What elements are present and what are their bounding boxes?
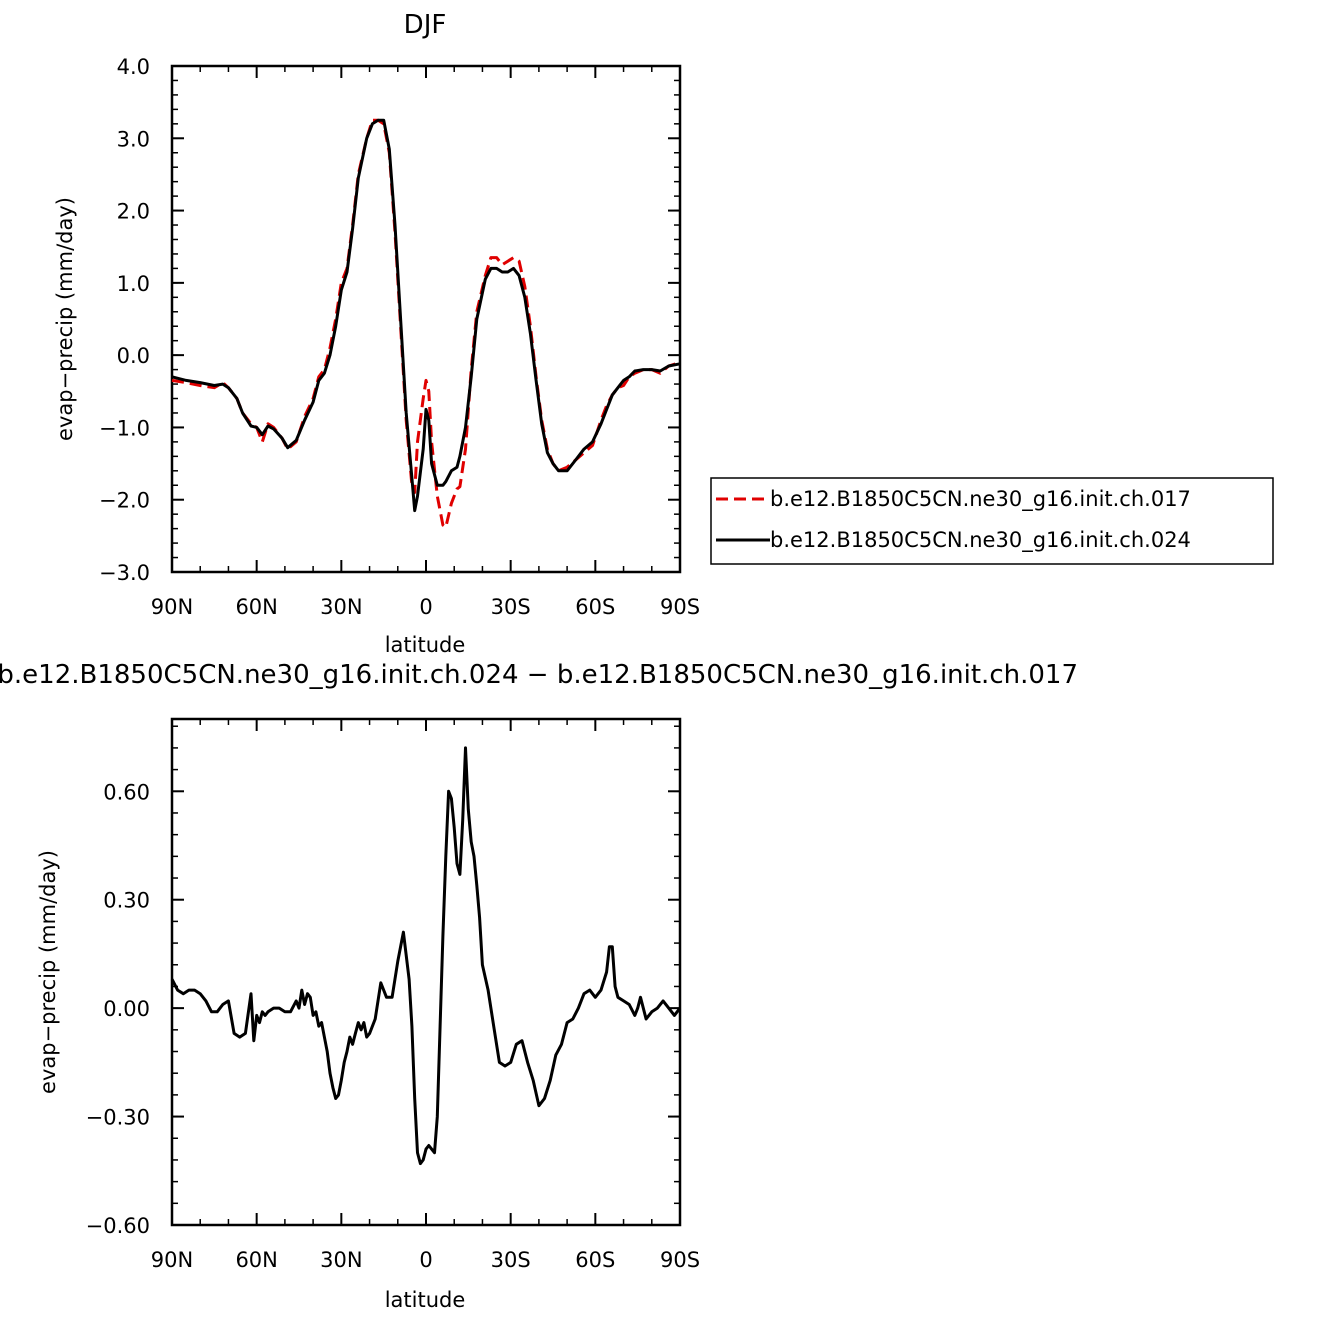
bottom-y-axis: −0.60 −0.30 0.00 0.30 0.60	[86, 725, 680, 1238]
bottom-x-tick-label: 90N	[151, 1248, 193, 1272]
bottom-y-tick-label: 0.60	[103, 780, 150, 804]
bottom-x-tick-label: 30S	[491, 1248, 531, 1272]
bottom-x-axis-title: latitude	[385, 1288, 466, 1312]
bottom-series-group	[170, 746, 682, 1166]
top-y-tick-label: −1.0	[99, 416, 150, 440]
bottom-x-tick-label: 60N	[235, 1248, 277, 1272]
top-y-tick-label: 1.0	[117, 272, 150, 296]
top-y-tick-label: 3.0	[117, 127, 150, 151]
top-y-axis-title: evap−precip (mm/day)	[53, 197, 77, 441]
bottom-y-tick-label: −0.60	[86, 1214, 150, 1238]
top-panel: DJF −3.0 −2.0 −1.0 0.0 1.0 2.0 3.0 4.0 90N 60N 30…	[53, 10, 700, 657]
top-x-tick-label: 60S	[575, 595, 615, 619]
top-y-axis: −3.0 −2.0 −1.0 0.0 1.0 2.0 3.0 4.0	[99, 55, 680, 585]
top-x-tick-label: 30S	[491, 595, 531, 619]
bottom-x-tick-label: 60S	[575, 1248, 615, 1272]
bottom-y-tick-label: 0.00	[103, 997, 150, 1021]
top-panel-title: DJF	[404, 10, 447, 40]
bottom-y-axis-title: evap−precip (mm/day)	[36, 850, 60, 1094]
top-plot-frame	[170, 64, 682, 574]
top-x-axis-title: latitude	[385, 633, 466, 657]
legend-label-024: b.e12.B1850C5CN.ne30_g16.init.ch.024	[770, 528, 1191, 553]
top-series-group	[171, 118, 681, 529]
bottom-x-tick-label: 30N	[320, 1248, 362, 1272]
top-x-tick-label: 0	[419, 595, 432, 619]
top-x-tick-label: 30N	[320, 595, 362, 619]
bottom-series-line-0	[170, 746, 682, 1166]
top-y-tick-label: 0.0	[117, 344, 150, 368]
top-y-tick-label: 2.0	[117, 200, 150, 224]
legend-frame	[710, 477, 1274, 565]
bottom-panel: b.e12.B1850C5CN.ne30_g16.init.ch.024 − b…	[0, 660, 1078, 1312]
top-x-tick-label: 90S	[660, 595, 700, 619]
top-y-tick-label: −2.0	[99, 489, 150, 513]
top-series-line-0	[171, 118, 681, 529]
bottom-x-tick-label: 90S	[660, 1248, 700, 1272]
top-x-tick-label: 60N	[235, 595, 277, 619]
top-y-tick-label: 4.0	[117, 55, 150, 79]
bottom-x-axis: 90N 60N 30N 0 30S 60S 90S	[151, 719, 700, 1272]
bottom-x-tick-label: 0	[419, 1248, 432, 1272]
bottom-y-tick-label: −0.30	[86, 1106, 150, 1130]
top-x-axis: 90N 60N 30N 0 30S 60S 90S	[151, 66, 700, 619]
top-y-tick-label: −3.0	[99, 561, 150, 585]
bottom-y-tick-label: 0.30	[103, 889, 150, 913]
legend: b.e12.B1850C5CN.ne30_g16.init.ch.017 b.e…	[710, 477, 1274, 565]
top-x-tick-label: 90N	[151, 595, 193, 619]
legend-label-017: b.e12.B1850C5CN.ne30_g16.init.ch.017	[770, 487, 1191, 512]
bottom-panel-title: b.e12.B1850C5CN.ne30_g16.init.ch.024 − b…	[0, 660, 1078, 690]
top-series-line-1	[171, 118, 681, 513]
